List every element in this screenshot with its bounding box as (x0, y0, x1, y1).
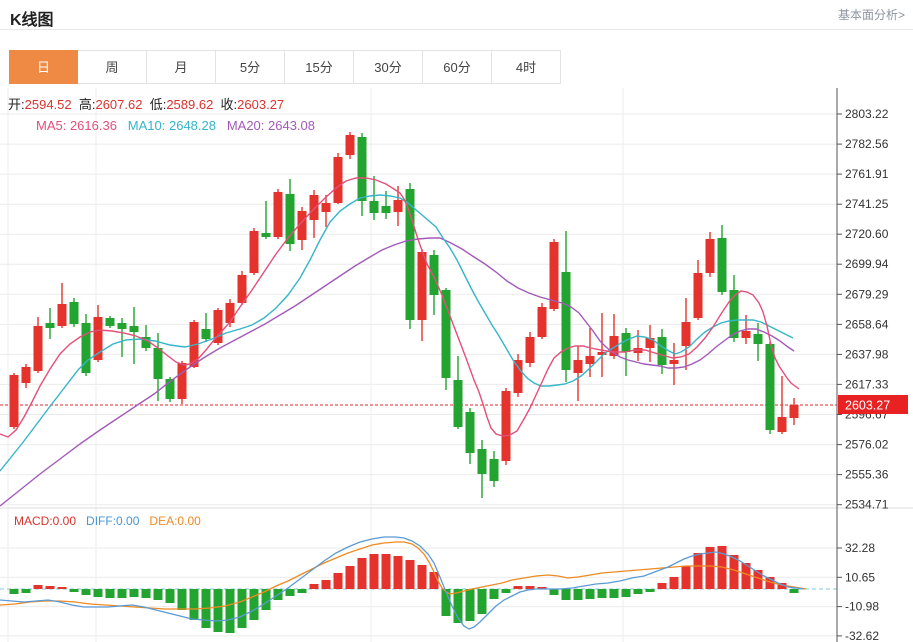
svg-text:2803.22: 2803.22 (845, 107, 889, 121)
svg-text:2741.25: 2741.25 (845, 197, 889, 211)
svg-text:-32.62: -32.62 (845, 629, 879, 642)
svg-text:2603.27: 2603.27 (845, 399, 890, 413)
svg-text:2761.91: 2761.91 (845, 167, 889, 181)
svg-text:32.28: 32.28 (845, 541, 875, 555)
svg-text:2576.02: 2576.02 (845, 438, 889, 452)
svg-text:10.65: 10.65 (845, 570, 875, 584)
svg-text:2637.98: 2637.98 (845, 347, 889, 361)
svg-text:2679.29: 2679.29 (845, 287, 889, 301)
svg-text:2720.60: 2720.60 (845, 227, 889, 241)
svg-text:2699.94: 2699.94 (845, 257, 889, 271)
svg-text:2555.36: 2555.36 (845, 468, 889, 482)
svg-text:2782.56: 2782.56 (845, 137, 889, 151)
svg-text:2617.33: 2617.33 (845, 377, 889, 391)
svg-text:-10.98: -10.98 (845, 600, 879, 614)
svg-text:2534.71: 2534.71 (845, 498, 889, 512)
svg-text:2658.64: 2658.64 (845, 317, 889, 331)
